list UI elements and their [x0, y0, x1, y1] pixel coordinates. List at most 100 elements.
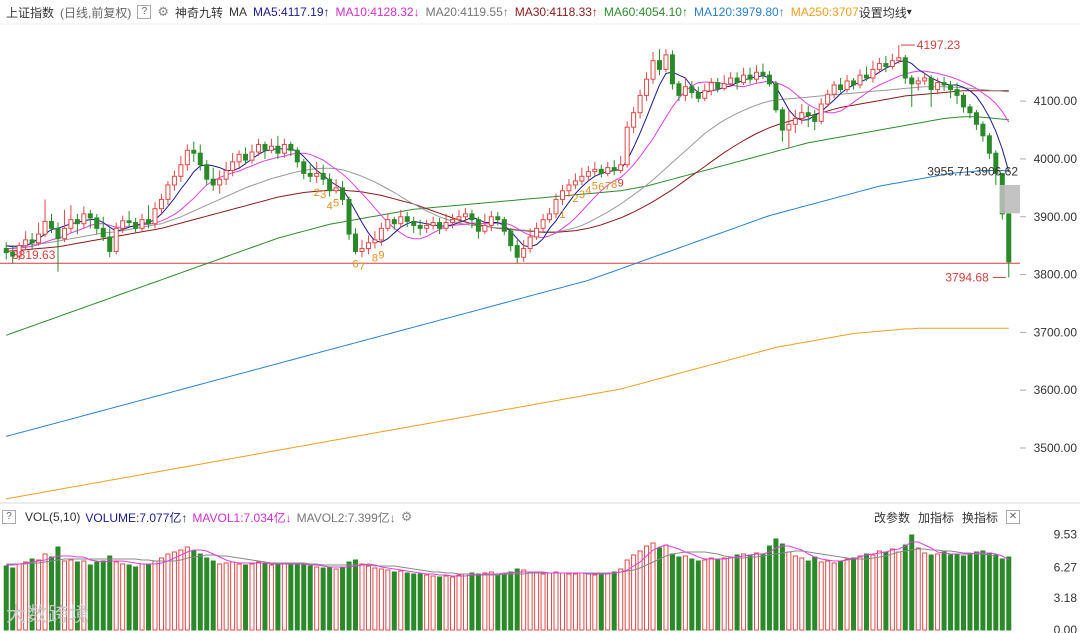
- ma20-value: MA20:4119.55↑: [425, 5, 509, 19]
- candle-down: [747, 74, 753, 80]
- mavol1-line: [6, 541, 1010, 577]
- y-tick-label: 4100.00: [1034, 94, 1078, 108]
- volume-bar-down: [346, 561, 352, 631]
- change-params-button[interactable]: 改参数: [873, 510, 910, 525]
- candle-up: [922, 77, 928, 82]
- candle-up: [236, 153, 242, 163]
- vol-tick-label: 9.53: [1054, 528, 1078, 542]
- volume-bar-down: [469, 572, 475, 631]
- volume-bar-up: [754, 552, 760, 631]
- candle-down: [10, 252, 16, 257]
- help-icon[interactable]: ?: [137, 5, 152, 19]
- volume-bar-up: [618, 568, 624, 631]
- ma250-value: MA250:3707: [790, 5, 859, 19]
- volume-bar-up: [521, 569, 527, 631]
- volume-bar-down: [805, 560, 811, 631]
- nine-turn-label: 5: [333, 198, 339, 210]
- indicator-name[interactable]: 神奇九转: [175, 5, 224, 20]
- volume-bar-down: [773, 538, 779, 631]
- ma10-value: MA10:4128.32↓: [335, 5, 420, 19]
- switch-indicator-button[interactable]: 换指标: [961, 510, 998, 525]
- candle-down: [107, 236, 113, 252]
- candle-up: [754, 71, 760, 80]
- chevron-down-icon[interactable]: ▾: [906, 6, 912, 18]
- candle-down: [417, 224, 423, 229]
- candle-up: [728, 77, 734, 85]
- candle-down: [812, 115, 818, 122]
- candle-up: [372, 239, 378, 244]
- candle-down: [307, 172, 313, 177]
- volume-bar-up: [540, 573, 546, 631]
- candle-down: [838, 84, 844, 91]
- candle-down: [243, 153, 249, 161]
- volume-bar-up: [378, 568, 384, 631]
- volume-bar-up: [741, 553, 747, 631]
- volume-bar-down: [262, 563, 268, 631]
- volume-bar-down: [404, 572, 410, 631]
- candle-down: [411, 220, 417, 226]
- close-icon[interactable]: ✕: [1006, 510, 1020, 524]
- volume-bar-down: [948, 554, 954, 631]
- volume-bar-up: [385, 569, 391, 631]
- volume-bar-down: [863, 553, 869, 631]
- candle-down: [773, 83, 779, 111]
- help-icon[interactable]: ?: [2, 510, 16, 524]
- candle-down: [514, 245, 520, 258]
- candle-up: [559, 190, 565, 200]
- volume-bar-down: [967, 553, 973, 631]
- gear-icon[interactable]: ⚙: [157, 4, 169, 19]
- volume-bar-down: [941, 551, 947, 631]
- volume-bar-up: [456, 574, 462, 631]
- volume-bar-down: [29, 558, 35, 631]
- volume-bar-up: [236, 563, 242, 631]
- volume-bar-up: [663, 544, 669, 631]
- candle-up: [255, 144, 261, 153]
- volume-bar-up: [178, 549, 184, 631]
- candle-down: [986, 135, 992, 154]
- add-indicator-button[interactable]: 加指标: [917, 510, 954, 525]
- volume-bar-down: [411, 573, 417, 631]
- candle-down: [508, 230, 514, 247]
- volume-bar-down: [611, 571, 617, 631]
- volume-bar-up: [682, 555, 688, 631]
- volume-bar-up: [896, 551, 902, 631]
- volume-bar-down: [514, 568, 520, 631]
- candle-down: [941, 82, 947, 86]
- volume-bar-up: [825, 560, 831, 631]
- vol-tick-label: 6.27: [1054, 560, 1078, 574]
- volume-bar-down: [340, 567, 346, 631]
- nine-turn-label: 1: [559, 209, 565, 221]
- volume-bar-up: [120, 563, 126, 631]
- vol-label: VOL(5,10): [25, 510, 81, 524]
- volume-bar-down: [417, 573, 423, 631]
- volume-bar-down: [669, 553, 675, 631]
- settings-button[interactable]: 设置均线: [858, 5, 907, 20]
- y-tick-label: 3800.00: [1034, 268, 1078, 282]
- volume-bar-down: [210, 560, 216, 631]
- candle-down: [204, 164, 210, 180]
- candle-up: [139, 219, 145, 229]
- volume-bar-up: [249, 563, 255, 631]
- nine-turn-label: 7: [359, 261, 365, 273]
- gear-icon[interactable]: ⚙: [400, 509, 413, 524]
- volume-bar-up: [223, 562, 229, 631]
- volume-bar-up: [36, 559, 42, 631]
- candle-up: [708, 82, 714, 92]
- volume-bar-up: [857, 555, 863, 631]
- volume-bar-down: [320, 567, 326, 631]
- candle-up: [42, 220, 48, 235]
- volume-bar-up: [359, 563, 365, 631]
- candle-down: [74, 219, 80, 225]
- nine-turn-label: 6: [598, 181, 604, 193]
- volume-bar-up: [935, 553, 941, 631]
- volume-bar-down: [656, 547, 663, 631]
- candle-up: [702, 90, 708, 99]
- volume-bar-up: [139, 563, 145, 631]
- low-label: 3794.68: [945, 270, 989, 284]
- ma120-line: [6, 170, 1009, 437]
- candle-up: [424, 224, 430, 229]
- volume-bar-down: [146, 563, 152, 631]
- candle-down: [191, 149, 197, 154]
- volume-bar-up: [786, 551, 792, 631]
